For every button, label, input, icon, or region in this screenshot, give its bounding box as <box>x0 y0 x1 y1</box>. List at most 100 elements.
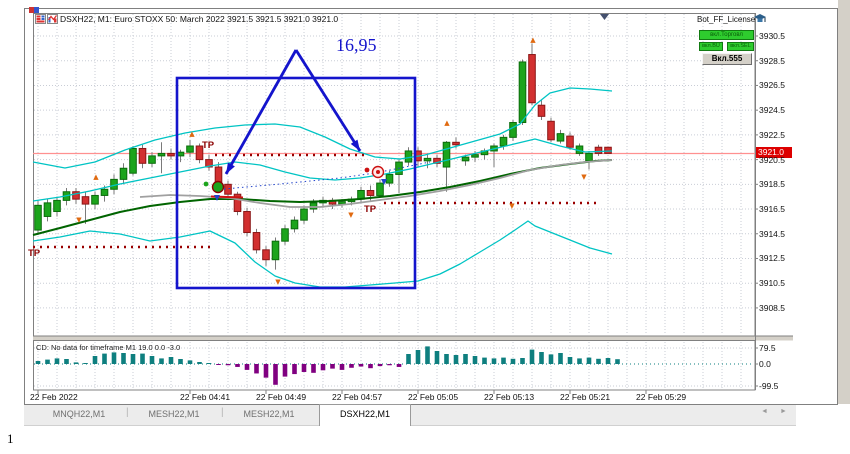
candle-body <box>148 155 156 164</box>
market-watch-icon[interactable] <box>35 14 46 24</box>
candle-body <box>518 61 527 124</box>
candle-body <box>91 194 99 205</box>
price-axis-label: 3916.5 <box>759 204 785 215</box>
tab-separator: | <box>221 407 224 418</box>
price-axis-label: 3928.5 <box>759 55 785 66</box>
candle-body <box>138 147 147 164</box>
candle-body <box>129 147 137 174</box>
candle-body <box>509 122 517 138</box>
annotation-arrow-right-head <box>350 139 360 151</box>
histogram-bar-positive <box>35 361 41 364</box>
indicator-axis-label: -99.5 <box>759 381 779 391</box>
histogram-bar-positive <box>529 349 535 364</box>
time-axis-label: 22 Feb 04:41 <box>180 392 231 402</box>
chart-window-icon[interactable] <box>47 14 58 24</box>
marker-side-dot <box>364 167 370 173</box>
histogram-bar-positive <box>482 357 487 364</box>
enable-buy-button[interactable]: вкл.BU <box>699 42 723 51</box>
price-axis-label: 3910.5 <box>759 278 785 289</box>
histogram-bar-negative <box>282 364 288 377</box>
candle-body <box>205 159 213 168</box>
histogram-bar-positive <box>510 358 516 364</box>
histogram-bar-positive <box>501 357 506 364</box>
histogram-bar-positive <box>178 359 183 364</box>
annotation-arrow-left <box>224 49 298 175</box>
candle-body <box>53 199 61 213</box>
histogram-bar-positive <box>102 353 107 364</box>
histogram-bar-negative <box>216 364 221 365</box>
histogram-bar-negative <box>358 364 364 367</box>
histogram-bar-positive <box>140 353 145 364</box>
time-axis-label: 22 Feb 04:57 <box>332 392 383 402</box>
candle-body <box>157 152 166 157</box>
fractal-up-icon: ▲ <box>530 36 536 44</box>
price-axis-label: 3930.5 <box>759 31 785 41</box>
histogram-bar-negative <box>263 364 269 378</box>
time-axis-label: 22 Feb 05:21 <box>560 392 611 402</box>
histogram-bar-positive <box>92 356 98 364</box>
price-axis-label: 3924.5 <box>759 105 785 116</box>
candle-body <box>423 157 432 162</box>
license-cap-icon <box>754 14 766 22</box>
indicator-label: CD: No data for timeframe M1 19.0 0.0 -3… <box>36 343 181 352</box>
histogram-bar-positive <box>111 352 117 364</box>
histogram-bar-positive <box>406 354 411 364</box>
fractal-up-icon: ▲ <box>93 173 99 181</box>
fractal-up-icon: ▲ <box>444 119 450 127</box>
time-axis-label: 22 Feb 05:29 <box>636 392 687 402</box>
time-axis-label: 22 Feb 05:13 <box>484 392 535 402</box>
enable-trading-button[interactable]: вкл.Торговл <box>699 30 754 40</box>
histogram-bar-positive <box>586 357 592 364</box>
histogram-bar-positive <box>615 359 620 364</box>
current-price-badge: 3921.0 <box>756 147 792 158</box>
candle-body <box>376 182 384 196</box>
histogram-bar-negative <box>349 364 354 368</box>
window-right-gutter <box>838 0 850 404</box>
time-axis-label: 22 Feb 2022 <box>30 392 78 402</box>
candle-body <box>433 157 441 164</box>
tab-mnqh22[interactable]: MNQH22,M1 <box>52 409 106 419</box>
tab-mesh22-a[interactable]: MESH22,M1 <box>148 409 200 419</box>
tab-dsxh22-active[interactable]: DSXH22,M1 <box>319 404 411 426</box>
histogram-bar-positive <box>472 356 478 364</box>
candle-body <box>119 167 128 180</box>
candle-body <box>309 202 318 210</box>
candle-body <box>442 141 451 168</box>
histogram-bar-negative <box>377 364 383 367</box>
histogram-bar-positive <box>415 350 421 364</box>
histogram-bar-positive <box>159 358 164 364</box>
blue-square-icon <box>34 7 39 13</box>
histogram-bar-negative <box>301 364 307 372</box>
histogram-bar-negative <box>396 364 402 367</box>
tab-mesh22-b[interactable]: MESH22,M1 <box>243 409 295 419</box>
tab-scroll-left-button[interactable]: ◄ <box>761 408 768 415</box>
candle-body <box>243 211 251 234</box>
marker-side-dot <box>203 181 209 187</box>
candle-body <box>262 249 270 261</box>
candle-body <box>224 183 232 195</box>
candle-body <box>471 154 479 158</box>
histogram-bar-positive <box>444 354 449 364</box>
enable-sell-button[interactable]: вкл.SEL <box>727 42 754 51</box>
candle-body <box>404 150 413 163</box>
bollinger-upper-line <box>32 87 613 169</box>
tp-label: TP <box>202 140 215 151</box>
fractal-down-icon: ▼ <box>76 216 82 224</box>
enable-555-button[interactable]: Вкл.555 <box>702 53 752 65</box>
price-axis-label: 3926.5 <box>759 80 785 91</box>
candle-body <box>547 120 555 141</box>
candle-body <box>281 228 289 242</box>
tp-label: TP <box>28 248 41 259</box>
histogram-bar-negative <box>320 364 326 371</box>
tab-scroll-right-button[interactable]: ► <box>780 408 787 415</box>
histogram-bar-positive <box>121 353 126 364</box>
time-axis-label: 22 Feb 05:05 <box>408 392 459 402</box>
bollinger-lower-line <box>32 220 613 288</box>
trade-connector-line <box>223 161 431 190</box>
candle-body <box>81 196 90 205</box>
histogram-bar-positive <box>596 358 601 364</box>
indicator-axis-label: 79.5 <box>759 343 776 353</box>
fractal-down-icon: ▼ <box>509 202 515 210</box>
